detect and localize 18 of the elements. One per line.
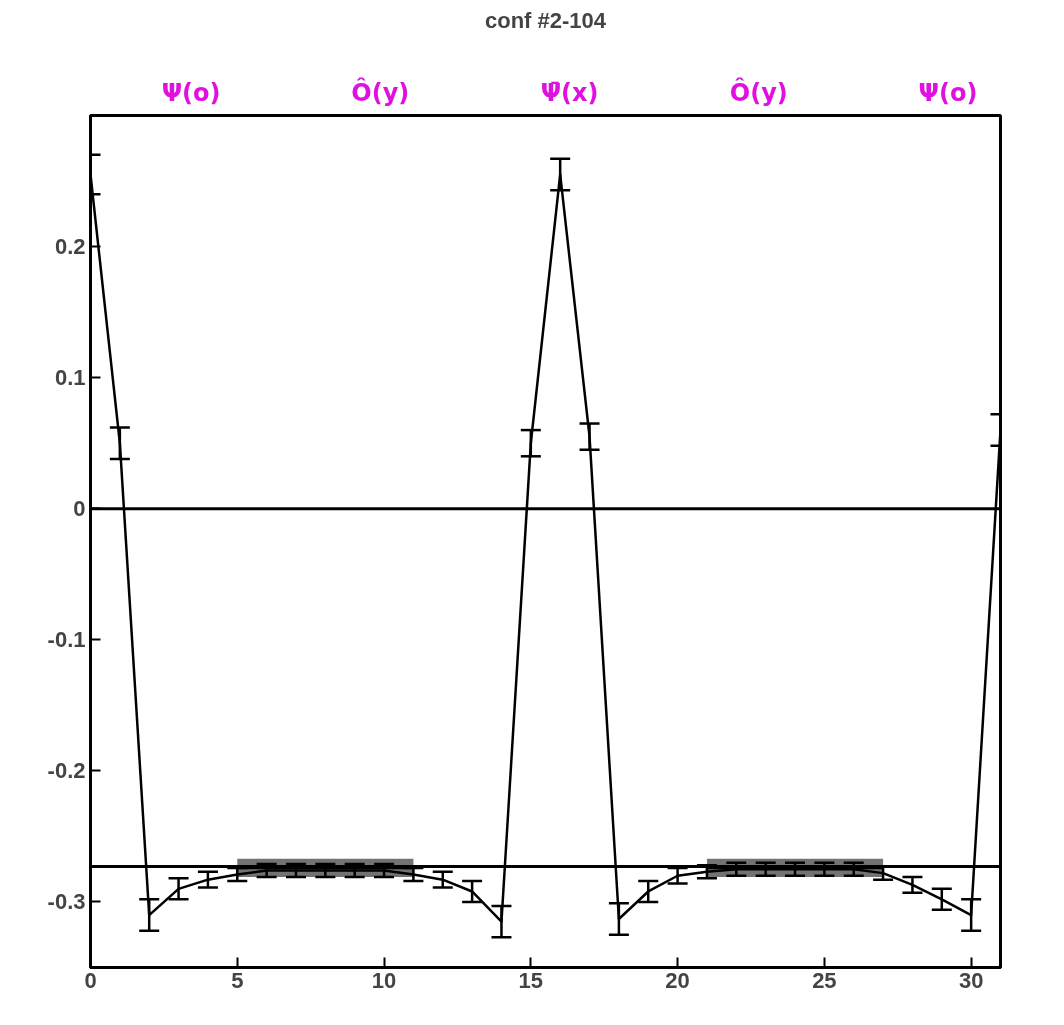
text: Ψ(o) [161, 78, 221, 107]
x-tick-label: 20 [665, 967, 690, 993]
x-tick-label: 5 [231, 967, 244, 993]
x-tick-label: 25 [812, 967, 837, 993]
y-tick-label: -0.3 [47, 889, 86, 915]
chart-title: conf #2-104 [484, 7, 607, 33]
y-tick-label: 0 [73, 496, 86, 522]
y-tick-label: 0.2 [54, 234, 86, 260]
x-tick-label: 15 [518, 967, 544, 993]
y-tick-label: -0.2 [47, 758, 86, 784]
text: Ô(y) [351, 76, 410, 107]
text: Ψ̄(x) [540, 78, 599, 107]
y-tick-label: -0.1 [47, 627, 86, 653]
text: Ô(y) [729, 76, 788, 107]
x-tick-label: 10 [371, 967, 397, 993]
x-tick-label: 30 [958, 967, 984, 993]
y-tick-label: 0.1 [54, 365, 86, 391]
text: Ψ(o) [918, 78, 978, 107]
